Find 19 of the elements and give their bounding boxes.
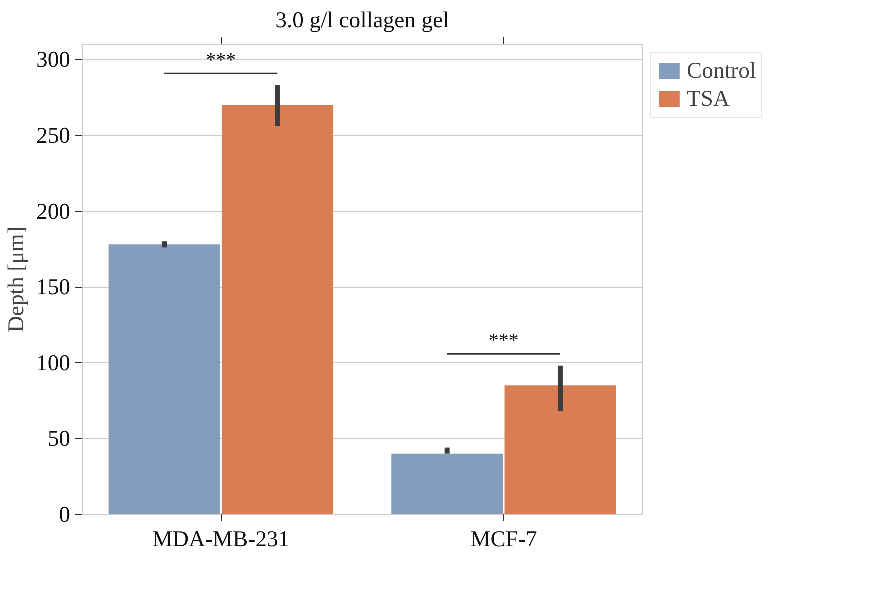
y-tick-label: 200 bbox=[36, 198, 70, 224]
y-tick-label: 0 bbox=[59, 502, 70, 527]
y-tick-label: 250 bbox=[36, 122, 70, 148]
bar bbox=[222, 105, 334, 514]
bar bbox=[392, 454, 504, 514]
legend-label: Control bbox=[687, 58, 756, 84]
bar bbox=[504, 386, 616, 514]
y-axis-title: Depth [μm] bbox=[4, 226, 29, 332]
legend-label: TSA bbox=[687, 86, 730, 112]
bar bbox=[108, 244, 220, 514]
y-tick-label: 150 bbox=[36, 274, 70, 300]
annotation: *** bbox=[206, 50, 236, 72]
y-tick-label: 50 bbox=[48, 426, 70, 452]
annotation: *** bbox=[488, 330, 519, 352]
y-tick-label: 300 bbox=[36, 47, 70, 72]
chart-title: 3.0 g/l collagen gel bbox=[276, 8, 450, 32]
x-tick-label: MDA-MB-231 bbox=[152, 526, 290, 552]
x-tick-label: MCF-7 bbox=[470, 526, 538, 552]
y-tick-label: 100 bbox=[36, 350, 70, 376]
